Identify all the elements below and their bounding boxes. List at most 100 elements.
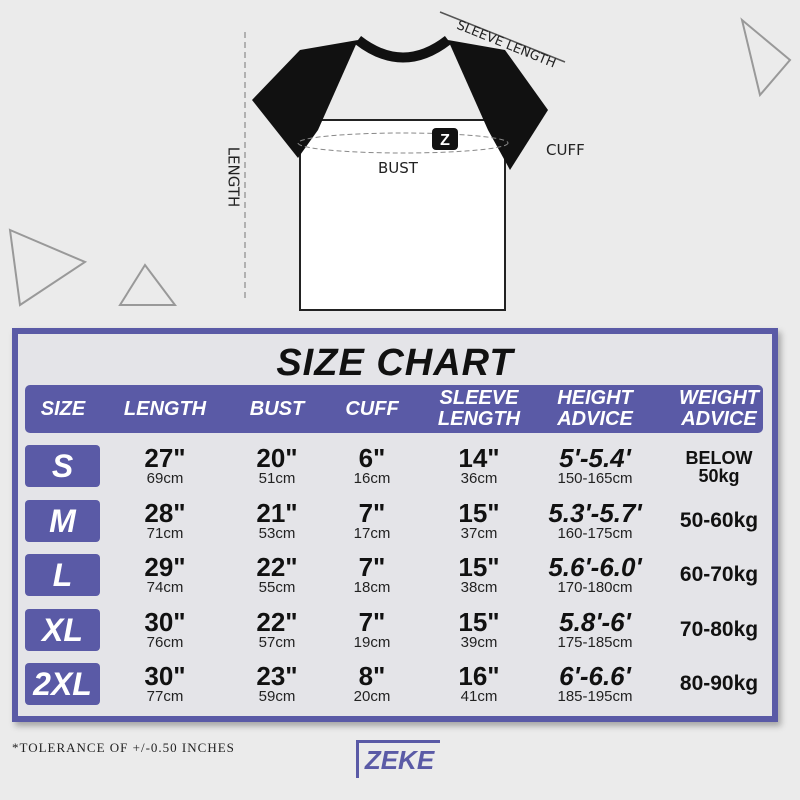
sleeve-cell: 15" 38cm xyxy=(458,554,499,596)
length-cm: 71cm xyxy=(146,525,184,542)
length-cm: 77cm xyxy=(146,688,184,705)
bust-guide xyxy=(297,132,509,154)
bust-cell: 20" 51cm xyxy=(256,445,297,487)
size-badge: 2XL xyxy=(25,663,100,705)
bust-cell: 22" 55cm xyxy=(256,554,297,596)
length-inches: 30" xyxy=(144,607,186,637)
height-cm: 170-180cm xyxy=(557,579,633,596)
header-height-advice: HEIGHT ADVICE xyxy=(557,387,633,430)
length-cm: 76cm xyxy=(146,634,184,651)
cuff-cm: 18cm xyxy=(353,579,391,596)
length-inches: 27" xyxy=(144,443,186,473)
height-feet: 5.8'-6' xyxy=(559,607,631,637)
sleeve-cm: 36cm xyxy=(460,470,498,487)
weight-cell: 70-80kg xyxy=(679,618,759,641)
header-weight-advice: WEIGHT ADVICE xyxy=(679,387,759,430)
height-feet: 6'-6.6' xyxy=(559,661,631,691)
cuff-cm: 20cm xyxy=(353,688,391,705)
tshirt-illustration: Z xyxy=(8,11,792,311)
weight-cell: 60-70kg xyxy=(679,563,759,586)
table-row-m: M 28" 71cm 21" 53cm 7" 17cm 15" 37cm 5.3'-5.7' 160… xyxy=(25,500,763,542)
bust-inches: 23" xyxy=(256,661,298,691)
table-row-s: S 27" 69cm 20" 51cm 6" 16cm 14" 36cm 5'-5.4' 150-1… xyxy=(25,445,763,487)
tolerance-note: *TOLERANCE OF +/-0.50 INCHES xyxy=(12,740,235,755)
height-cell: 5'-5.4' 150-165cm xyxy=(557,445,632,487)
sleeve-inches: 14" xyxy=(458,443,500,473)
length-cell: 28" 71cm xyxy=(144,500,185,542)
height-cm: 160-175cm xyxy=(557,525,633,542)
length-inches: 30" xyxy=(144,661,186,691)
weight-cell: 80-90kg xyxy=(679,672,759,695)
sleeve-cm: 38cm xyxy=(460,579,498,596)
sleeve-inches: 15" xyxy=(458,498,500,528)
chart-title: SIZE CHART xyxy=(276,342,514,384)
bust-cm: 57cm xyxy=(258,634,296,651)
bust-cm: 59cm xyxy=(258,688,296,705)
bust-cm: 53cm xyxy=(258,525,296,542)
bust-label: BUST xyxy=(378,159,418,177)
height-cm: 185-195cm xyxy=(557,688,633,705)
table-header: SIZE LENGTH BUST CUFF SLEEVE LENGTH HEIGHT AD… xyxy=(25,385,763,433)
cuff-cell: 7" 19cm xyxy=(354,609,391,651)
header-size: SIZE xyxy=(40,397,86,420)
length-inches: 28" xyxy=(144,498,186,528)
right-sleeve xyxy=(448,40,548,170)
bust-cell: 22" 57cm xyxy=(256,609,297,651)
height-cell: 5.3'-5.7' 160-175cm xyxy=(548,500,641,542)
cuff-inches: 7" xyxy=(358,607,386,637)
size-badge: S xyxy=(25,445,100,487)
header-bust: BUST xyxy=(249,397,305,420)
cuff-inches: 7" xyxy=(358,552,386,582)
height-feet: 5.3'-5.7' xyxy=(548,498,642,528)
table-row-2xl: 2XL 30" 77cm 23" 59cm 8" 20cm 16" 41cm 6'-6.6' 185… xyxy=(25,663,763,705)
sleeve-cm: 39cm xyxy=(460,634,498,651)
cuff-cm: 16cm xyxy=(353,470,391,487)
brand-logo: ZEKE xyxy=(356,740,440,778)
weight-cell: BELOW 50kg xyxy=(685,448,753,486)
sleeve-cm: 41cm xyxy=(460,688,498,705)
cuff-cm: 17cm xyxy=(353,525,391,542)
sleeve-cell: 14" 36cm xyxy=(458,445,499,487)
height-feet: 5'-5.4' xyxy=(559,443,631,473)
length-cell: 30" 77cm xyxy=(144,663,185,705)
cuff-inches: 7" xyxy=(358,498,386,528)
collar xyxy=(354,35,452,63)
length-inches: 29" xyxy=(144,552,186,582)
table-row-l: L 29" 74cm 22" 55cm 7" 18cm 15" 38cm 5.6'-6.0' 170… xyxy=(25,554,763,596)
bust-cm: 51cm xyxy=(258,470,296,487)
sleeve-cell: 16" 41cm xyxy=(458,663,499,705)
left-sleeve xyxy=(252,40,358,158)
cuff-cell: 7" 18cm xyxy=(354,554,391,596)
cuff-cell: 6" 16cm xyxy=(354,445,391,487)
size-badge: XL xyxy=(25,609,100,651)
height-feet: 5.6'-6.0' xyxy=(548,552,642,582)
chest-logo-letter: Z xyxy=(440,132,450,149)
height-cell: 5.6'-6.0' 170-180cm xyxy=(548,554,641,596)
bust-cell: 21" 53cm xyxy=(256,500,297,542)
bust-cell: 23" 59cm xyxy=(256,663,297,705)
sleeve-inches: 16" xyxy=(458,661,500,691)
size-badge: M xyxy=(25,500,100,542)
size-badge: L xyxy=(25,554,100,596)
height-cell: 5.8'-6' 175-185cm xyxy=(557,609,632,651)
length-cell: 30" 76cm xyxy=(144,609,185,651)
chest-logo-icon xyxy=(432,128,458,150)
header-cuff: CUFF xyxy=(345,397,399,420)
bust-cm: 55cm xyxy=(258,579,296,596)
length-cell: 27" 69cm xyxy=(144,445,185,487)
tshirt-body xyxy=(299,119,506,311)
header-length: LENGTH xyxy=(123,397,207,420)
bust-inches: 22" xyxy=(256,607,298,637)
sleeve-guide xyxy=(439,11,566,63)
length-cm: 69cm xyxy=(146,470,184,487)
length-cell: 29" 74cm xyxy=(144,554,185,596)
weight-cell: 50-60kg xyxy=(679,509,759,532)
sleeve-cell: 15" 39cm xyxy=(458,609,499,651)
bust-inches: 20" xyxy=(256,443,298,473)
cuff-cell: 8" 20cm xyxy=(354,663,391,705)
table-row-xl: XL 30" 76cm 22" 57cm 7" 19cm 15" 39cm 5.8'-6' 175-… xyxy=(25,609,763,651)
sleeve-inches: 15" xyxy=(458,607,500,637)
length-cm: 74cm xyxy=(146,579,184,596)
decorative-triangle-icon xyxy=(8,17,792,307)
sleeve-inches: 15" xyxy=(458,552,500,582)
